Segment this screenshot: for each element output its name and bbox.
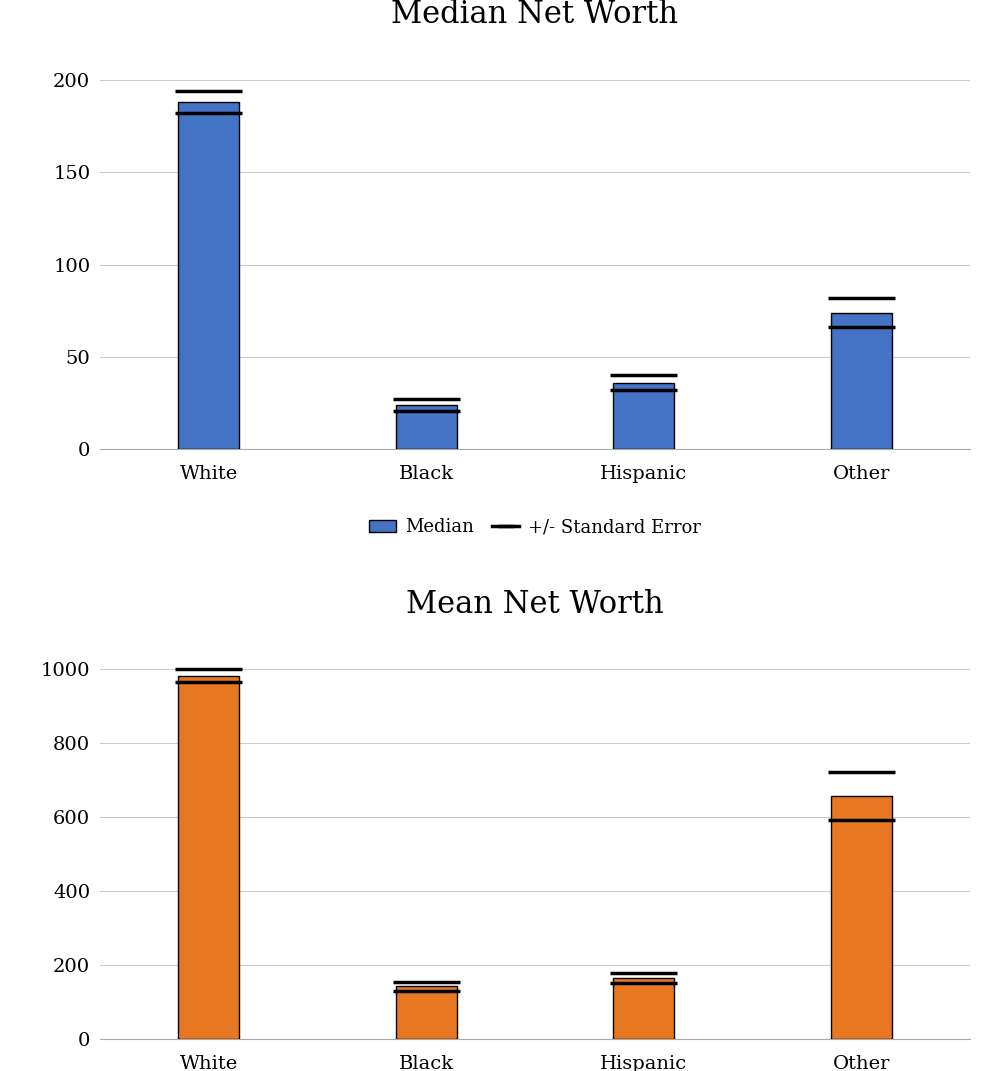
Bar	[613, 382, 674, 450]
Title: Median Net Worth: Median Net Worth	[391, 0, 679, 30]
Title: Mean Net Worth: Mean Net Worth	[406, 589, 664, 620]
Bar	[178, 676, 239, 1039]
Bar	[831, 313, 892, 450]
Bar	[613, 978, 674, 1039]
Bar	[178, 102, 239, 450]
Bar	[396, 986, 457, 1039]
Bar	[396, 405, 457, 450]
Bar	[831, 796, 892, 1039]
Legend: Median, +/- Standard Error: Median, +/- Standard Error	[362, 511, 708, 544]
